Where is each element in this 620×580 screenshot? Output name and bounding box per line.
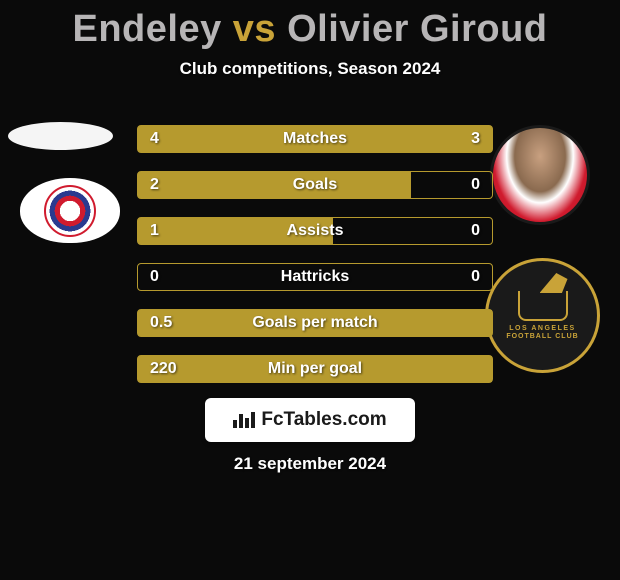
bar-chart-icon (233, 412, 255, 428)
stat-value-left: 220 (150, 360, 177, 378)
stat-label: Hattricks (281, 268, 349, 286)
stat-fill-left (138, 172, 411, 198)
stat-label: Goals (293, 176, 337, 194)
comparison-title: Endeley vs Olivier Giroud (0, 0, 620, 51)
player2-avatar (490, 125, 590, 225)
stat-value-right: 0 (471, 268, 480, 286)
player1-club-crest (20, 178, 120, 243)
stats-container: 4 Matches 3 2 Goals 0 1 Assists 0 0 Hattricks 0 0.5 G… (137, 125, 493, 401)
player1-name: Endeley (72, 8, 221, 50)
stat-label: Matches (283, 130, 347, 148)
fc-dallas-icon (44, 185, 96, 237)
stat-value-left: 2 (150, 176, 159, 194)
crest-text-line2: FOOTBALL CLUB (506, 333, 578, 340)
stat-row: 220 Min per goal (137, 355, 493, 383)
stat-row: 0 Hattricks 0 (137, 263, 493, 291)
player1-avatar (8, 122, 113, 150)
brand-text: FcTables.com (261, 409, 386, 431)
stat-value-left: 0 (150, 268, 159, 286)
lafc-wing-icon (518, 291, 568, 321)
stat-value-right: 3 (471, 130, 480, 148)
stat-fill-right (340, 126, 492, 152)
stat-label: Min per goal (268, 360, 362, 378)
stat-label: Goals per match (252, 314, 377, 332)
stat-value-left: 0.5 (150, 314, 172, 332)
vs-text: vs (233, 8, 276, 50)
brand-badge: FcTables.com (205, 398, 415, 442)
stat-row: 4 Matches 3 (137, 125, 493, 153)
footer-date: 21 september 2024 (234, 454, 386, 474)
stat-row: 2 Goals 0 (137, 171, 493, 199)
stat-row: 1 Assists 0 (137, 217, 493, 245)
stat-value-left: 1 (150, 222, 159, 240)
stat-value-right: 0 (471, 222, 480, 240)
player2-name: Olivier Giroud (287, 8, 547, 50)
subtitle: Club competitions, Season 2024 (0, 59, 620, 79)
stat-value-right: 0 (471, 176, 480, 194)
player2-club-crest: LOS ANGELES FOOTBALL CLUB (485, 258, 600, 373)
stat-value-left: 4 (150, 130, 159, 148)
crest-text-line1: LOS ANGELES (509, 325, 575, 332)
stat-label: Assists (287, 222, 344, 240)
stat-row: 0.5 Goals per match (137, 309, 493, 337)
